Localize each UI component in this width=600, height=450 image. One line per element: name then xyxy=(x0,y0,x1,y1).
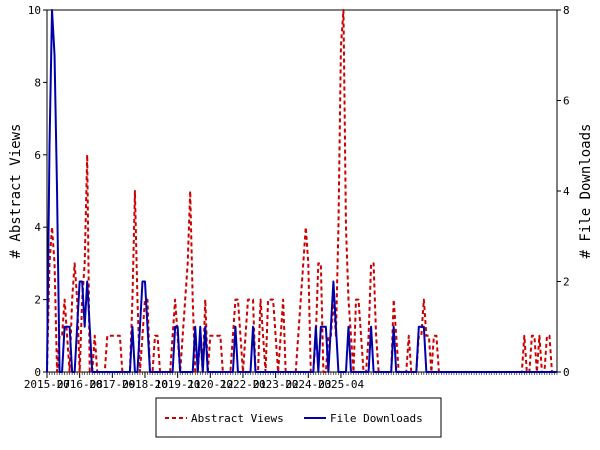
x-tick-label: 2018-10 xyxy=(122,378,168,391)
x-tick-label: 2023-02 xyxy=(252,378,298,391)
series-layer xyxy=(46,9,557,373)
right-axis-title: # File Downloads xyxy=(578,124,594,259)
left-tick-label: 6 xyxy=(34,149,41,162)
x-tick-label: 2024-03 xyxy=(285,378,331,391)
left-tick-label: 0 xyxy=(34,366,41,379)
right-tick-label: 2 xyxy=(563,276,570,289)
legend-label-file-downloads: File Downloads xyxy=(330,412,423,425)
right-tick-label: 0 xyxy=(563,366,570,379)
x-tick-label: 2015-07 xyxy=(24,378,70,391)
left-axis-tick-labels: 0 2 4 6 8 10 xyxy=(28,4,42,379)
left-tick-label: 10 xyxy=(28,4,41,17)
right-tick-label: 4 xyxy=(563,185,570,198)
left-tick-label: 2 xyxy=(34,294,41,307)
right-tick-label: 6 xyxy=(563,95,570,108)
legend: Abstract Views File Downloads xyxy=(155,397,442,438)
x-tick-label: 2020-12 xyxy=(187,378,233,391)
right-axis-tick-labels: 0 2 4 6 8 xyxy=(563,4,570,379)
x-tick-label: 2016-08 xyxy=(56,378,102,391)
left-axis-title: # Abstract Views xyxy=(8,124,24,259)
x-tick-label: 2022-01 xyxy=(220,378,266,391)
series-line-file-downloads xyxy=(46,9,557,373)
right-tick-label: 8 xyxy=(563,4,570,17)
plot-frame xyxy=(46,9,558,373)
x-axis-tick-labels: 2015-072016-082017-092018-102019-112020-… xyxy=(24,378,365,391)
legend-label-abstract-views: Abstract Views xyxy=(191,412,284,425)
legend-box xyxy=(155,397,442,438)
x-tick-label: 2017-09 xyxy=(89,378,135,391)
x-tick-label: 2019-11 xyxy=(154,378,200,391)
x-tick-label: 2025-04 xyxy=(318,378,365,391)
left-tick-label: 8 xyxy=(34,76,41,89)
left-tick-label: 4 xyxy=(34,221,41,234)
